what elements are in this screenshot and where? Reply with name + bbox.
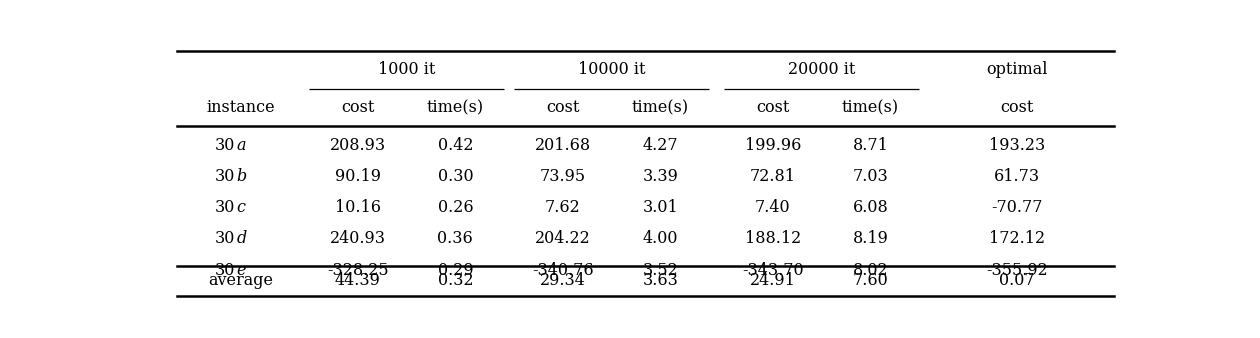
Text: 8.02: 8.02 <box>853 262 888 279</box>
Text: 30: 30 <box>215 262 236 279</box>
Text: 3.63: 3.63 <box>643 272 678 289</box>
Text: 61.73: 61.73 <box>994 168 1040 185</box>
Text: time(s): time(s) <box>842 99 898 116</box>
Text: 7.62: 7.62 <box>544 199 581 216</box>
Text: cost: cost <box>756 99 789 116</box>
Text: average: average <box>208 272 273 289</box>
Text: -70.77: -70.77 <box>992 199 1042 216</box>
Text: 8.71: 8.71 <box>853 137 888 154</box>
Text: 0.32: 0.32 <box>437 272 474 289</box>
Text: 188.12: 188.12 <box>745 231 801 247</box>
Text: -328.25: -328.25 <box>326 262 388 279</box>
Text: 44.39: 44.39 <box>335 272 381 289</box>
Text: e: e <box>237 262 246 279</box>
Text: 7.03: 7.03 <box>853 168 888 185</box>
Text: 172.12: 172.12 <box>989 231 1045 247</box>
Text: cost: cost <box>341 99 374 116</box>
Text: a: a <box>237 137 246 154</box>
Text: 0.26: 0.26 <box>437 199 474 216</box>
Text: 24.91: 24.91 <box>750 272 795 289</box>
Text: 199.96: 199.96 <box>745 137 801 154</box>
Text: -343.70: -343.70 <box>742 262 804 279</box>
Text: 193.23: 193.23 <box>989 137 1045 154</box>
Text: c: c <box>237 199 246 216</box>
Text: 0.29: 0.29 <box>437 262 474 279</box>
Text: time(s): time(s) <box>631 99 689 116</box>
Text: 6.08: 6.08 <box>853 199 888 216</box>
Text: 0.07: 0.07 <box>999 272 1034 289</box>
Text: 208.93: 208.93 <box>330 137 386 154</box>
Text: 8.19: 8.19 <box>853 231 888 247</box>
Text: 7.60: 7.60 <box>853 272 888 289</box>
Text: 30: 30 <box>215 137 236 154</box>
Text: 204.22: 204.22 <box>536 231 591 247</box>
Text: 90.19: 90.19 <box>335 168 381 185</box>
Text: time(s): time(s) <box>427 99 484 116</box>
Text: 73.95: 73.95 <box>539 168 586 185</box>
Text: b: b <box>237 168 247 185</box>
Text: 10.16: 10.16 <box>335 199 381 216</box>
Text: optimal: optimal <box>987 61 1047 78</box>
Text: 0.30: 0.30 <box>437 168 474 185</box>
Text: 7.40: 7.40 <box>755 199 790 216</box>
Text: 30: 30 <box>215 231 236 247</box>
Text: 240.93: 240.93 <box>330 231 386 247</box>
Text: 4.00: 4.00 <box>643 231 678 247</box>
Text: cost: cost <box>1000 99 1033 116</box>
Text: -355.92: -355.92 <box>985 262 1048 279</box>
Text: 1000 it: 1000 it <box>378 61 435 78</box>
Text: 3.39: 3.39 <box>643 168 678 185</box>
Text: 4.27: 4.27 <box>643 137 678 154</box>
Text: 29.34: 29.34 <box>539 272 586 289</box>
Text: 3.52: 3.52 <box>643 262 678 279</box>
Text: -340.76: -340.76 <box>532 262 593 279</box>
Text: 72.81: 72.81 <box>750 168 796 185</box>
Text: 10000 it: 10000 it <box>578 61 645 78</box>
Text: cost: cost <box>546 99 580 116</box>
Text: 0.42: 0.42 <box>437 137 472 154</box>
Text: 30: 30 <box>215 199 236 216</box>
Text: d: d <box>237 231 247 247</box>
Text: instance: instance <box>207 99 275 116</box>
Text: 20000 it: 20000 it <box>788 61 856 78</box>
Text: 30: 30 <box>215 168 236 185</box>
Text: 3.01: 3.01 <box>643 199 678 216</box>
Text: 201.68: 201.68 <box>534 137 591 154</box>
Text: 0.36: 0.36 <box>437 231 474 247</box>
